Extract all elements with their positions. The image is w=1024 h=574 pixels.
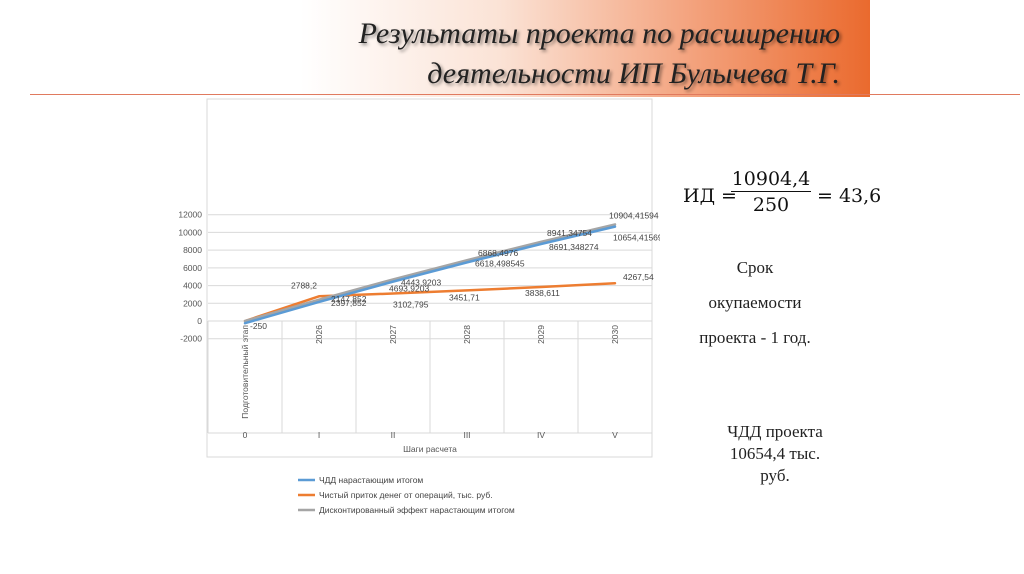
- x-tick-label: 2030: [610, 325, 620, 344]
- payback-line-3: проекта - 1 год.: [699, 328, 811, 347]
- data-label: 4267,54: [623, 272, 654, 282]
- series-line: [243, 281, 617, 323]
- y-tick-label: 6000: [183, 263, 202, 273]
- x-tick-label: 2029: [536, 325, 546, 344]
- payback-line-2: окупаемости: [708, 293, 802, 312]
- chart-series: [243, 223, 617, 325]
- x-tick-label: Подготовительный этап: [240, 325, 250, 419]
- step-label: II: [391, 430, 396, 440]
- data-label: -250: [250, 321, 267, 331]
- x-tick-label: 2026: [314, 325, 324, 344]
- x-tick-label: 2028: [462, 325, 472, 344]
- step-label: IV: [537, 430, 545, 440]
- x-tick-label: 2027: [388, 325, 398, 344]
- y-tick-label: 10000: [178, 227, 202, 237]
- formula-lhs: ИД =: [683, 185, 737, 207]
- y-tick-label: 12000: [178, 210, 202, 220]
- step-label: III: [463, 430, 470, 440]
- data-label: 10904,41594: [609, 210, 659, 220]
- step-label: V: [612, 430, 618, 440]
- formula-rhs: = 43,6: [817, 185, 882, 207]
- data-label: 3838,611: [525, 288, 560, 298]
- npv-line-1: ЧДД проекта: [727, 422, 823, 441]
- chart-tick-labels: -2000 0 2000 4000 6000 8000 10000 12000 Подготов…: [178, 210, 620, 440]
- y-tick-label: 4000: [183, 281, 202, 291]
- npv-line-2: 10654,4 тыс.: [729, 444, 821, 463]
- formula-denominator: 250: [752, 194, 790, 216]
- data-label: 6868,4976: [478, 248, 518, 258]
- series-line: [243, 225, 617, 325]
- payback-line-1: Срок: [736, 258, 774, 277]
- step-label: 0: [243, 430, 248, 440]
- legend-label: Дисконтированный эффект нарастающим итог…: [319, 505, 515, 515]
- data-label: 3102,795: [393, 300, 429, 310]
- data-label: 4693,9203: [389, 283, 429, 293]
- chart-area-border: [206, 98, 653, 458]
- y-tick-label: -2000: [180, 334, 202, 344]
- data-label: 3451,71: [449, 292, 480, 302]
- chart-data-labels: -250 2147,852 4443,9203 6618,498545 8691,348…: [250, 210, 660, 331]
- header-band: [300, 0, 870, 97]
- data-label: 8941,34754: [547, 228, 592, 238]
- data-label: 6618,498545: [475, 258, 525, 268]
- y-tick-label: 8000: [183, 245, 202, 255]
- slide-title-line-1: Результаты проекта по расширению: [358, 17, 840, 50]
- formula-fraction: 10904,4 250: [731, 168, 811, 216]
- data-label: 8691,348274: [549, 242, 599, 252]
- data-label: 10654,41569: [613, 233, 660, 243]
- slide-title-line-2: деятельности ИП Булычева Т.Г.: [427, 57, 840, 90]
- formula-numerator: 10904,4: [731, 168, 811, 192]
- npv-summary: ЧДД проекта 10654,4 тыс. руб.: [680, 421, 870, 487]
- npv-line-3: руб.: [760, 466, 790, 485]
- data-label: 2788,2: [291, 280, 317, 290]
- y-tick-label: 2000: [183, 298, 202, 308]
- project-results-chart: -2000 0 2000 4000 6000 8000 10000 12000 Подготов…: [178, 98, 660, 515]
- chart-legend: ЧДД нарастающим итогом Чистый приток дене…: [298, 475, 515, 515]
- step-label: I: [318, 430, 320, 440]
- data-label: 4443,9203: [401, 278, 441, 288]
- legend-label: ЧДД нарастающим итогом: [319, 475, 423, 485]
- data-label: 2147,852: [331, 294, 367, 304]
- data-label: 2397,852: [331, 298, 367, 308]
- header-rule: [30, 94, 1020, 95]
- x-axis-title: Шаги расчета: [403, 444, 457, 454]
- series-line: [243, 223, 617, 323]
- y-tick-label: 0: [197, 316, 202, 326]
- legend-label: Чистый приток денег от операций, тыс. ру…: [319, 490, 493, 500]
- slide-title: Результаты проекта по расширению деятель…: [300, 14, 840, 94]
